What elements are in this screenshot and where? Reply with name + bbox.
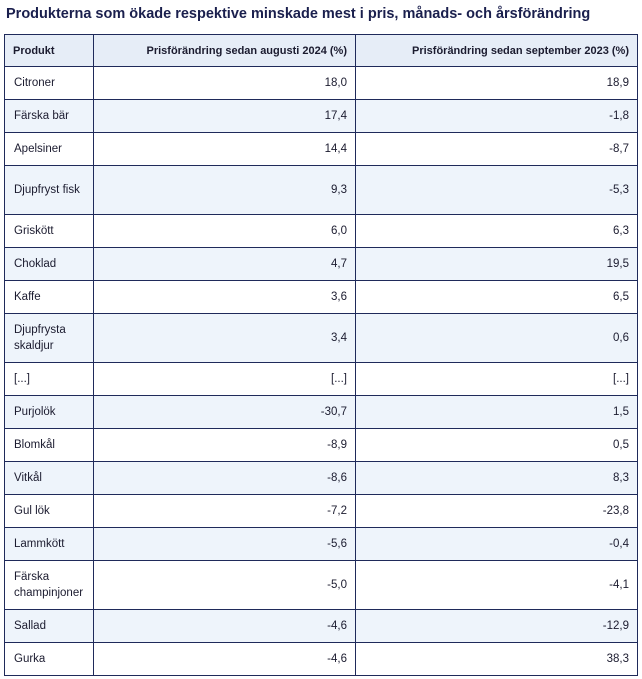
table-row: Kaffe 3,6 6,5	[4, 280, 638, 314]
aug-2024-cell: 18,0	[93, 66, 356, 100]
aug-2024-cell: -5,0	[93, 560, 356, 610]
sep-2023-cell: -1,8	[355, 99, 638, 133]
price-change-table: Produkt Prisförändring sedan augusti 202…	[4, 34, 638, 676]
aug-2024-cell: -30,7	[93, 395, 356, 429]
product-cell: Gurka	[4, 642, 94, 676]
product-cell: Färska bär	[4, 99, 94, 133]
table-row: Lammkött -5,6 -0,4	[4, 527, 638, 561]
product-cell: Gul lök	[4, 494, 94, 528]
table-row: Apelsiner 14,4 -8,7	[4, 132, 638, 166]
sep-2023-cell: -23,8	[355, 494, 638, 528]
aug-2024-cell: -7,2	[93, 494, 356, 528]
sep-2023-cell: -0,4	[355, 527, 638, 561]
sep-2023-cell: -8,7	[355, 132, 638, 166]
sep-2023-cell: [...]	[355, 362, 638, 396]
column-header-sep-2023: Prisförändring sedan september 2023 (%)	[355, 34, 638, 67]
table-row: Citroner 18,0 18,9	[4, 66, 638, 100]
aug-2024-cell: 6,0	[93, 214, 356, 248]
table-row: Blomkål -8,9 0,5	[4, 428, 638, 462]
product-cell: Griskött	[4, 214, 94, 248]
table-row: [...] [...] [...]	[4, 362, 638, 396]
column-header-aug-2024: Prisförändring sedan augusti 2024 (%)	[93, 34, 356, 67]
table-row: Gul lök -7,2 -23,8	[4, 494, 638, 528]
product-cell: Djupfryst fisk	[4, 165, 94, 215]
sep-2023-cell: -4,1	[355, 560, 638, 610]
column-header-product: Produkt	[4, 34, 94, 67]
sep-2023-cell: 0,5	[355, 428, 638, 462]
product-cell: Citroner	[4, 66, 94, 100]
table-row: Purjolök -30,7 1,5	[4, 395, 638, 429]
table-row: Gurka -4,6 38,3	[4, 642, 638, 676]
table-row: Färska champinjoner -5,0 -4,1	[4, 560, 638, 610]
sep-2023-cell: 8,3	[355, 461, 638, 495]
product-cell: Apelsiner	[4, 132, 94, 166]
table-row: Vitkål -8,6 8,3	[4, 461, 638, 495]
product-cell: Purjolök	[4, 395, 94, 429]
table-header-row: Produkt Prisförändring sedan augusti 202…	[4, 34, 638, 67]
product-cell: Lammkött	[4, 527, 94, 561]
product-cell: Vitkål	[4, 461, 94, 495]
product-cell: Djupfrysta skaldjur	[4, 313, 94, 363]
aug-2024-cell: 3,6	[93, 280, 356, 314]
product-cell: Choklad	[4, 247, 94, 281]
table-row: Choklad 4,7 19,5	[4, 247, 638, 281]
table-row: Griskött 6,0 6,3	[4, 214, 638, 248]
table-row: Sallad -4,6 -12,9	[4, 609, 638, 643]
aug-2024-cell: 4,7	[93, 247, 356, 281]
aug-2024-cell: 9,3	[93, 165, 356, 215]
sep-2023-cell: 18,9	[355, 66, 638, 100]
aug-2024-cell: -8,6	[93, 461, 356, 495]
product-cell: [...]	[4, 362, 94, 396]
aug-2024-cell: -4,6	[93, 642, 356, 676]
table-row: Djupfryst fisk 9,3 -5,3	[4, 165, 638, 215]
aug-2024-cell: 17,4	[93, 99, 356, 133]
product-cell: Sallad	[4, 609, 94, 643]
aug-2024-cell: 3,4	[93, 313, 356, 363]
product-cell: Kaffe	[4, 280, 94, 314]
table-row: Färska bär 17,4 -1,8	[4, 99, 638, 133]
product-cell: Blomkål	[4, 428, 94, 462]
aug-2024-cell: -8,9	[93, 428, 356, 462]
sep-2023-cell: 6,5	[355, 280, 638, 314]
sep-2023-cell: -5,3	[355, 165, 638, 215]
sep-2023-cell: 6,3	[355, 214, 638, 248]
aug-2024-cell: 14,4	[93, 132, 356, 166]
sep-2023-cell: 19,5	[355, 247, 638, 281]
sep-2023-cell: -12,9	[355, 609, 638, 643]
aug-2024-cell: -4,6	[93, 609, 356, 643]
sep-2023-cell: 38,3	[355, 642, 638, 676]
sep-2023-cell: 1,5	[355, 395, 638, 429]
table-row: Djupfrysta skaldjur 3,4 0,6	[4, 313, 638, 363]
page-title: Produkterna som ökade respektive minskad…	[6, 6, 591, 22]
aug-2024-cell: [...]	[93, 362, 356, 396]
sep-2023-cell: 0,6	[355, 313, 638, 363]
aug-2024-cell: -5,6	[93, 527, 356, 561]
product-cell: Färska champinjoner	[4, 560, 94, 610]
